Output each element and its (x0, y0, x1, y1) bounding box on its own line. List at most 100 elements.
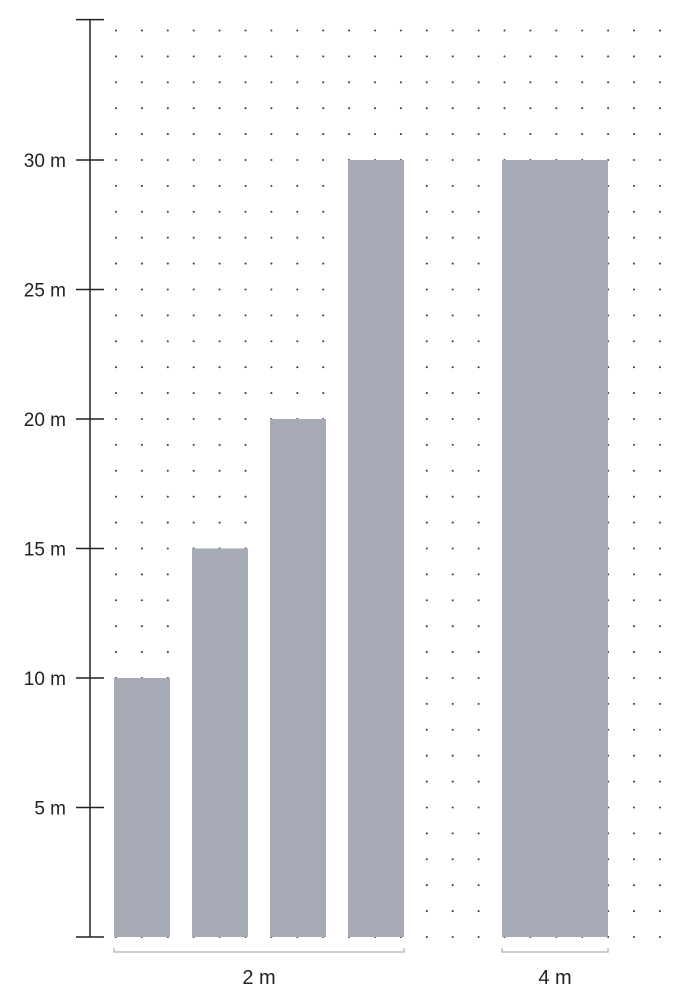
grid-dot (451, 780, 454, 783)
grid-dot (140, 340, 143, 343)
grid-dot (166, 469, 169, 472)
grid-dot (140, 599, 143, 602)
grid-dot (477, 806, 480, 809)
grid-dot (632, 728, 636, 731)
grid-dot (451, 702, 454, 705)
grid-dot (140, 469, 143, 472)
grid-dot (270, 133, 273, 136)
grid-dot (477, 184, 480, 187)
grid-dot (658, 288, 661, 291)
grid-dot (503, 133, 506, 136)
grid-dot (658, 573, 661, 576)
y-tick-label: 25 m (24, 281, 66, 302)
grid-dot (658, 702, 661, 705)
grid-dot (607, 133, 610, 136)
grid-dot (166, 158, 169, 162)
grid-dot (192, 340, 195, 343)
grid-dot (296, 133, 299, 136)
grid-dot (658, 81, 661, 84)
grid-dot (607, 81, 610, 84)
grid-dot (477, 262, 480, 265)
grid-dot (425, 366, 428, 369)
grid-dot (477, 676, 480, 680)
grid-dot (114, 107, 118, 110)
grid-dot (632, 443, 636, 446)
grid-dot (244, 55, 247, 58)
bar-2m-2 (192, 548, 248, 937)
grid-dot (244, 314, 247, 317)
grid-dot (244, 521, 247, 524)
grid-dot (425, 29, 428, 32)
grid-dot (166, 573, 169, 576)
grid-dot (581, 29, 584, 32)
grid-dot (166, 651, 169, 654)
grid-dot (270, 29, 273, 32)
grid-dot (322, 158, 325, 162)
grid-dot (166, 625, 169, 628)
grid-dot (477, 107, 480, 110)
grid-dot (658, 210, 661, 213)
grid-dot (632, 262, 636, 265)
grid-dot (581, 107, 584, 110)
grid-dot (632, 780, 636, 783)
grid-dot (632, 469, 636, 472)
grid-dot (555, 133, 558, 136)
grid-dot (477, 469, 480, 472)
grid-dot (270, 210, 273, 213)
grid-dot (425, 728, 428, 731)
grid-dot (192, 495, 195, 498)
grid-dot (192, 314, 195, 317)
grid-dot (218, 495, 221, 498)
grid-dot (322, 340, 325, 343)
grid-dot (270, 236, 273, 239)
grid-dot (451, 443, 454, 446)
grid-dot (451, 340, 454, 343)
grid-dot (322, 314, 325, 317)
grid-dot (658, 133, 661, 136)
grid-dot (348, 29, 351, 32)
grid-dot (451, 210, 454, 213)
grid-dot (477, 910, 480, 913)
grid-dot (632, 910, 636, 913)
grid-dot (322, 81, 325, 84)
grid-dot (166, 262, 169, 265)
grid-dot (296, 262, 299, 265)
grid-dot (244, 495, 247, 498)
grid-dot (451, 236, 454, 239)
grid-dot (166, 81, 169, 84)
grid-dot (114, 133, 118, 136)
grid-dot (322, 236, 325, 239)
grid-dot (451, 55, 454, 58)
grid-dot (296, 107, 299, 110)
grid-dot (451, 858, 454, 861)
grid-dot (218, 81, 221, 84)
grid-dot (166, 443, 169, 446)
bar-2m-1 (114, 678, 170, 937)
grid-dot (244, 417, 247, 421)
grid-dot (114, 651, 118, 654)
grid-dot (658, 521, 661, 524)
grid-dot (477, 340, 480, 343)
grid-dot (451, 521, 454, 524)
grid-dot (192, 133, 195, 136)
grid-dot (114, 469, 118, 472)
grid-dot (244, 107, 247, 110)
grid-dot (477, 288, 480, 291)
grid-dot (632, 210, 636, 213)
grid-dot (477, 392, 480, 395)
grid-dot (529, 133, 532, 136)
grid-dot (140, 158, 143, 162)
grid-dot (607, 29, 610, 32)
grid-dot (218, 469, 221, 472)
grid-dot (632, 107, 636, 110)
grid-dot (632, 858, 636, 861)
grid-dot (658, 29, 661, 32)
grid-dot (451, 754, 454, 757)
grid-dot (192, 392, 195, 395)
grid-dot (218, 184, 221, 187)
grid-dot (218, 417, 221, 421)
grid-dot (632, 806, 636, 809)
grid-dot (477, 443, 480, 446)
grid-dot (451, 288, 454, 291)
grid-dot (114, 625, 118, 628)
